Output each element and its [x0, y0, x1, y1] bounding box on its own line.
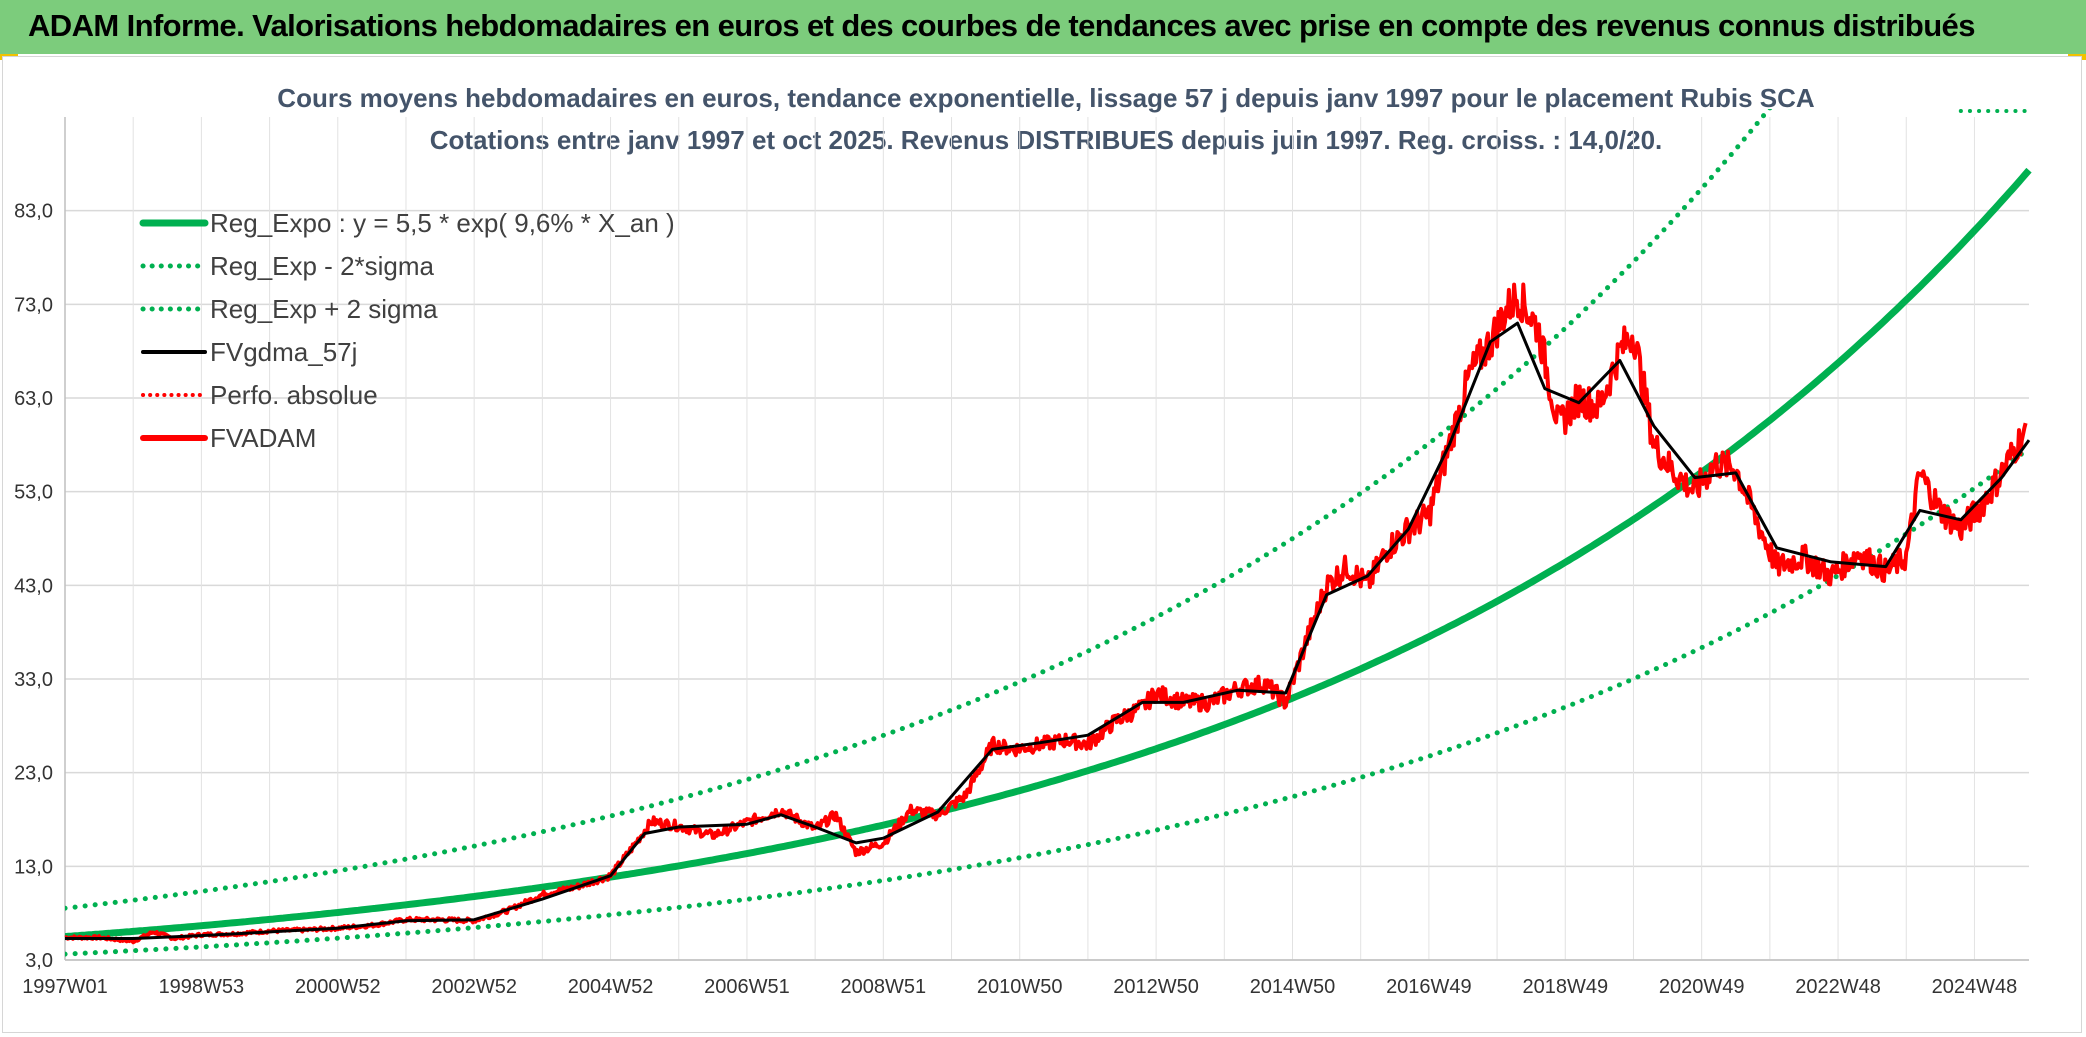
chart-area: Cours moyens hebdomadaires en euros, ten…: [2, 56, 2082, 1033]
x-tick-label: 2022W48: [1795, 976, 1881, 998]
x-tick-label: 2002W52: [431, 976, 517, 998]
y-tick-label: 53,0: [14, 482, 53, 504]
x-tick-label: 2006W51: [704, 976, 790, 998]
legend: Reg_Expo : y = 5,5 * exp( 9,6% * X_an ) R…: [139, 208, 675, 453]
x-tick-label: 2000W52: [295, 976, 381, 998]
fvgdma-57j-smooth-line: [65, 321, 2031, 940]
x-tick-label: 2020W49: [1659, 976, 1745, 998]
legend-label-trend: Reg_Expo : y = 5,5 * exp( 9,6% * X_an ): [210, 208, 675, 238]
y-tick-label: 43,0: [14, 575, 53, 597]
chart-svg: Cours moyens hebdomadaires en euros, ten…: [14, 83, 2032, 998]
y-tick-label: 33,0: [14, 669, 53, 691]
reg-expo-trend-line: [65, 167, 2032, 941]
x-tick-label: 2008W51: [841, 976, 927, 998]
y-tick-label: 73,0: [14, 294, 53, 316]
x-tick-label: 2004W52: [568, 976, 654, 998]
gridlines: [64, 117, 2029, 961]
x-tick-label: 2018W49: [1522, 976, 1608, 998]
header-banner: ADAM Informe. Valorisations hebdomadaire…: [0, 0, 2086, 54]
axes: 3,0 13,0 23,0 33,0 43,0 53,0 63,0 73,0 83,0 1997W…: [14, 117, 2029, 998]
series-lines: [64, 109, 2032, 957]
x-tick-label: 2014W50: [1250, 976, 1336, 998]
page-title: ADAM Informe. Valorisations hebdomadaire…: [28, 8, 1975, 43]
y-tick-label: 63,0: [14, 388, 53, 410]
y-tick-label: 23,0: [14, 763, 53, 785]
legend-label-price: FVADAM: [210, 423, 316, 453]
x-tick-label: 2016W49: [1386, 976, 1472, 998]
reg-exp-lower-band-line: [65, 445, 2032, 957]
y-tick-label: 13,0: [14, 856, 53, 878]
legend-label-lower-band: Reg_Exp - 2*sigma: [210, 251, 435, 281]
x-tick-label: 2012W50: [1113, 976, 1199, 998]
x-tick-label: 1998W53: [159, 976, 245, 998]
chart-title-line1: Cours moyens hebdomadaires en euros, ten…: [277, 83, 1815, 113]
x-tick-label: 2010W50: [977, 976, 1063, 998]
y-tick-label: 83,0: [14, 201, 53, 223]
x-tick-label: 1997W01: [22, 976, 108, 998]
x-tick-label: 2024W48: [1932, 976, 2018, 998]
legend-label-perf: Perfo. absolue: [210, 380, 378, 410]
y-tick-label: 3,0: [25, 950, 53, 972]
legend-label-upper-band: Reg_Exp + 2 sigma: [210, 294, 438, 324]
legend-label-smooth: FVgdma_57j: [210, 337, 357, 367]
chart-title-line2: Cotations entre janv 1997 et oct 2025. R…: [430, 125, 1663, 155]
